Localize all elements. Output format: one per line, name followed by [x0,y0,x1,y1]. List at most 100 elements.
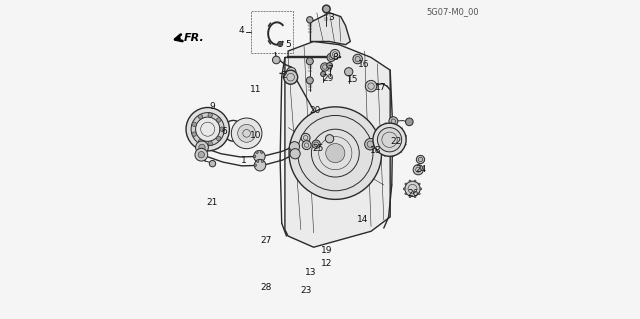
Bar [252,11,293,53]
Circle shape [254,160,266,171]
Text: 13: 13 [305,268,316,277]
Circle shape [216,136,221,141]
Text: 14: 14 [357,215,369,224]
Circle shape [419,183,420,185]
Circle shape [420,188,422,190]
Text: 8: 8 [333,53,339,62]
Circle shape [198,115,203,119]
Text: FR.: FR. [184,33,204,43]
Circle shape [419,193,420,195]
Circle shape [287,67,296,77]
Text: 11: 11 [250,85,261,94]
Circle shape [192,122,196,127]
Circle shape [196,141,209,154]
Circle shape [326,63,332,68]
Circle shape [307,58,314,65]
Text: 27: 27 [260,236,272,245]
Text: 5: 5 [285,40,291,49]
Circle shape [198,152,205,158]
Circle shape [414,196,416,198]
Circle shape [253,151,265,162]
Circle shape [273,56,280,64]
Circle shape [301,133,310,142]
Circle shape [254,164,257,167]
Circle shape [289,107,381,199]
Ellipse shape [298,155,310,176]
Text: 18: 18 [371,146,382,155]
Text: 16: 16 [358,60,369,69]
Circle shape [261,160,264,162]
Text: 1: 1 [241,156,246,165]
Text: 12: 12 [321,259,333,268]
Circle shape [208,113,212,117]
Text: 25: 25 [312,144,324,153]
Circle shape [413,165,423,175]
Circle shape [199,144,205,151]
Circle shape [257,160,259,162]
Circle shape [198,139,203,144]
Circle shape [414,180,416,182]
Circle shape [321,71,326,77]
Circle shape [307,17,313,23]
Bar [287,56,340,57]
Text: 5G07-M0_00: 5G07-M0_00 [427,8,479,17]
Circle shape [365,138,376,150]
Text: 10: 10 [250,131,261,140]
Circle shape [278,41,283,47]
Circle shape [406,118,413,126]
Text: 17: 17 [375,83,387,92]
Circle shape [312,140,320,148]
Circle shape [290,149,300,159]
Circle shape [353,54,362,64]
Polygon shape [285,41,390,247]
Circle shape [302,141,311,150]
Circle shape [405,193,407,195]
Circle shape [365,80,377,92]
Circle shape [403,188,405,190]
Circle shape [191,113,224,146]
Circle shape [321,63,329,71]
Text: 26: 26 [408,189,419,198]
Circle shape [409,180,411,182]
Circle shape [253,155,256,158]
Circle shape [284,70,298,84]
Ellipse shape [362,149,374,170]
Circle shape [325,135,333,143]
Text: 4: 4 [239,26,244,35]
Text: 9: 9 [209,102,215,111]
Text: 23: 23 [300,286,312,295]
Circle shape [330,49,340,59]
Ellipse shape [298,130,310,151]
Circle shape [417,155,424,164]
Circle shape [389,117,398,126]
Text: 29: 29 [323,74,334,83]
Circle shape [195,148,208,161]
Polygon shape [310,13,350,45]
Circle shape [289,142,300,152]
Circle shape [260,151,263,153]
Circle shape [231,118,262,149]
Text: 21: 21 [207,198,218,207]
Circle shape [196,117,220,141]
Text: 19: 19 [321,246,333,255]
Text: 3: 3 [328,13,334,22]
Circle shape [237,124,255,142]
Text: 6: 6 [221,127,227,136]
Circle shape [409,196,411,198]
Circle shape [373,123,406,156]
Text: 20: 20 [309,106,321,115]
Circle shape [192,132,196,136]
Circle shape [405,181,420,197]
Circle shape [279,43,282,45]
Circle shape [378,128,402,152]
Text: 22: 22 [390,137,401,146]
Circle shape [326,144,345,163]
Circle shape [307,77,314,84]
Circle shape [216,118,221,122]
Text: 7: 7 [328,65,333,74]
Circle shape [208,141,212,145]
Text: 15: 15 [347,75,358,84]
Circle shape [256,151,259,153]
Circle shape [327,53,335,62]
Circle shape [405,183,407,185]
